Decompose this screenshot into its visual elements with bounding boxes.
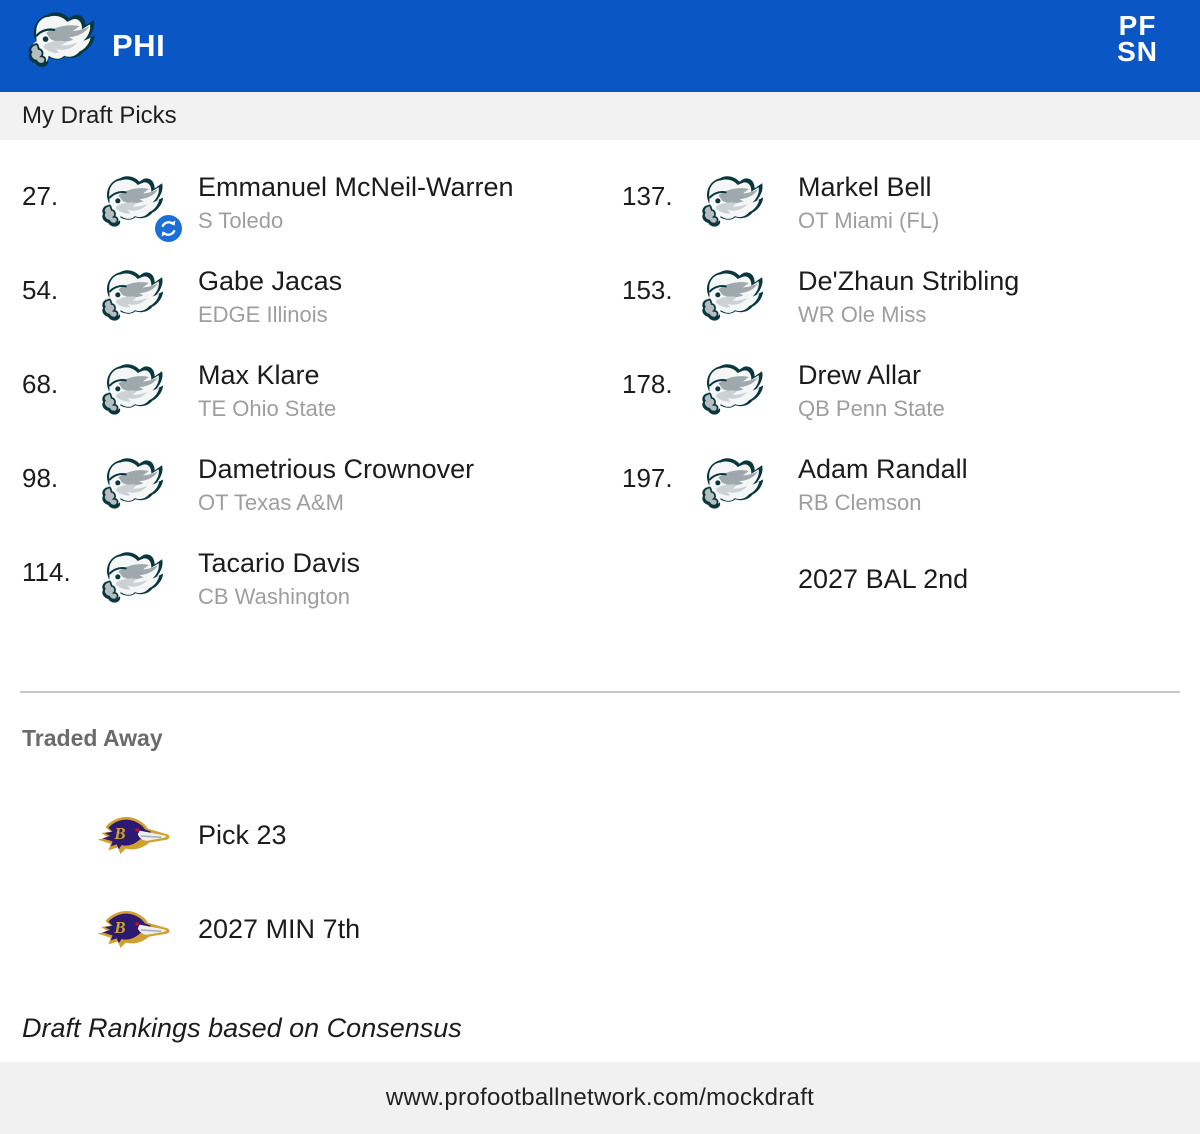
pick-text: Max Klare TE Ohio State [198, 360, 336, 422]
section-divider [20, 691, 1180, 693]
draft-pick-row[interactable]: 178. Drew Allar QB Penn State [600, 348, 1200, 442]
pick-number: 197. [622, 463, 673, 493]
eagles-logo-icon [698, 175, 766, 229]
my-draft-picks-bar: My Draft Picks [0, 92, 1200, 140]
pick-number: 54. [22, 275, 59, 305]
draft-pick-row[interactable]: 153. De'Zhaun Stribling WR Ole Miss [600, 254, 1200, 348]
future-pick-row[interactable]: 2027 BAL 2nd [600, 536, 1200, 630]
pick-text: Drew Allar QB Penn State [798, 360, 945, 422]
player-position-school: S Toledo [198, 208, 284, 233]
pick-number: 153. [622, 275, 673, 305]
pick-text: Adam Randall RB Clemson [798, 454, 968, 516]
player-position-school: OT Texas A&M [198, 490, 344, 515]
pick-text: De'Zhaun Stribling WR Ole Miss [798, 266, 1019, 328]
team-header: PHI PF SN [0, 0, 1200, 92]
eagles-logo-icon [698, 363, 766, 417]
eagles-logo-icon [24, 11, 98, 76]
draft-pick-row[interactable]: 68. Max Klare TE Ohio State [0, 348, 600, 442]
player-name: De'Zhaun Stribling [798, 266, 1020, 296]
picks-column-right: 137. Markel Bell OT Miami (FL) 153. De'Z… [600, 160, 1200, 630]
eagles-logo-icon [698, 269, 766, 323]
ravens-logo-icon [94, 812, 172, 860]
footer-bar: www.profootballnetwork.com/mockdraft [0, 1062, 1200, 1134]
player-position-school: TE Ohio State [198, 396, 337, 421]
draft-picks-list: 27. Emmanuel McNeil-Warren S Toledo 54. … [0, 160, 1200, 690]
future-pick-label: 2027 BAL 2nd [798, 564, 969, 594]
player-name: Drew Allar [798, 360, 922, 390]
picks-column-left: 27. Emmanuel McNeil-Warren S Toledo 54. … [0, 160, 600, 630]
draft-pick-row[interactable]: 197. Adam Randall RB Clemson [600, 442, 1200, 536]
pick-text: Gabe Jacas EDGE Illinois [198, 266, 342, 328]
player-name: Adam Randall [798, 454, 968, 484]
pfsn-brand-line1: PF [1118, 10, 1157, 41]
draft-pick-row[interactable]: 27. Emmanuel McNeil-Warren S Toledo [0, 160, 600, 254]
traded-pick-label: 2027 MIN 7th [198, 914, 361, 944]
eagles-logo-icon [698, 457, 766, 511]
pick-number: 178. [622, 369, 673, 399]
pick-text: Dametrious Crownover OT Texas A&M [198, 454, 474, 516]
traded-pick-row[interactable]: 2027 MIN 7th [0, 900, 600, 960]
footer-url: www.profootballnetwork.com/mockdraft [385, 1084, 815, 1111]
pick-text: Tacario Davis CB Washington [198, 548, 360, 610]
player-position-school: RB Clemson [798, 490, 922, 515]
eagles-logo-icon [98, 551, 166, 605]
player-position-school: OT Miami (FL) [798, 208, 940, 233]
player-name: Gabe Jacas [198, 266, 343, 296]
player-position-school: QB Penn State [798, 396, 945, 421]
pfsn-brand-line2: SN [1117, 36, 1158, 67]
eagles-logo-icon [98, 457, 166, 511]
pick-number: 137. [622, 181, 673, 211]
draft-pick-row[interactable]: 114. Tacario Davis CB Washington [0, 536, 600, 630]
player-name: Max Klare [198, 360, 320, 390]
player-name: Tacario Davis [198, 548, 361, 578]
player-name: Emmanuel McNeil-Warren [198, 172, 514, 202]
rankings-note: Draft Rankings based on Consensus [22, 1013, 462, 1043]
player-name: Markel Bell [798, 172, 932, 202]
draft-pick-row[interactable]: 98. Dametrious Crownover OT Texas A&M [0, 442, 600, 536]
trade-acquired-icon [155, 215, 182, 242]
pick-number: 98. [22, 463, 59, 493]
eagles-logo-icon [98, 363, 166, 417]
ravens-logo-icon [94, 906, 172, 954]
player-position-school: CB Washington [198, 584, 351, 609]
eagles-logo-icon [98, 269, 166, 323]
traded-away-title: Traded Away [22, 725, 163, 751]
player-position-school: EDGE Illinois [198, 302, 328, 327]
pick-text: Markel Bell OT Miami (FL) [798, 172, 939, 234]
pfsn-brand-icon: PF SN [1117, 10, 1158, 67]
player-position-school: WR Ole Miss [798, 302, 927, 327]
section-title: My Draft Picks [22, 102, 177, 129]
team-abbreviation: PHI [112, 28, 166, 63]
draft-pick-row[interactable]: 54. Gabe Jacas EDGE Illinois [0, 254, 600, 348]
pick-text: Emmanuel McNeil-Warren S Toledo [198, 172, 514, 234]
draft-pick-row[interactable]: 137. Markel Bell OT Miami (FL) [600, 160, 1200, 254]
traded-pick-row[interactable]: Pick 23 [0, 806, 600, 866]
pick-number: 114. [22, 557, 71, 587]
player-name: Dametrious Crownover [198, 454, 475, 484]
traded-pick-label: Pick 23 [198, 820, 287, 850]
pick-number: 68. [22, 369, 59, 399]
pick-number: 27. [22, 181, 59, 211]
